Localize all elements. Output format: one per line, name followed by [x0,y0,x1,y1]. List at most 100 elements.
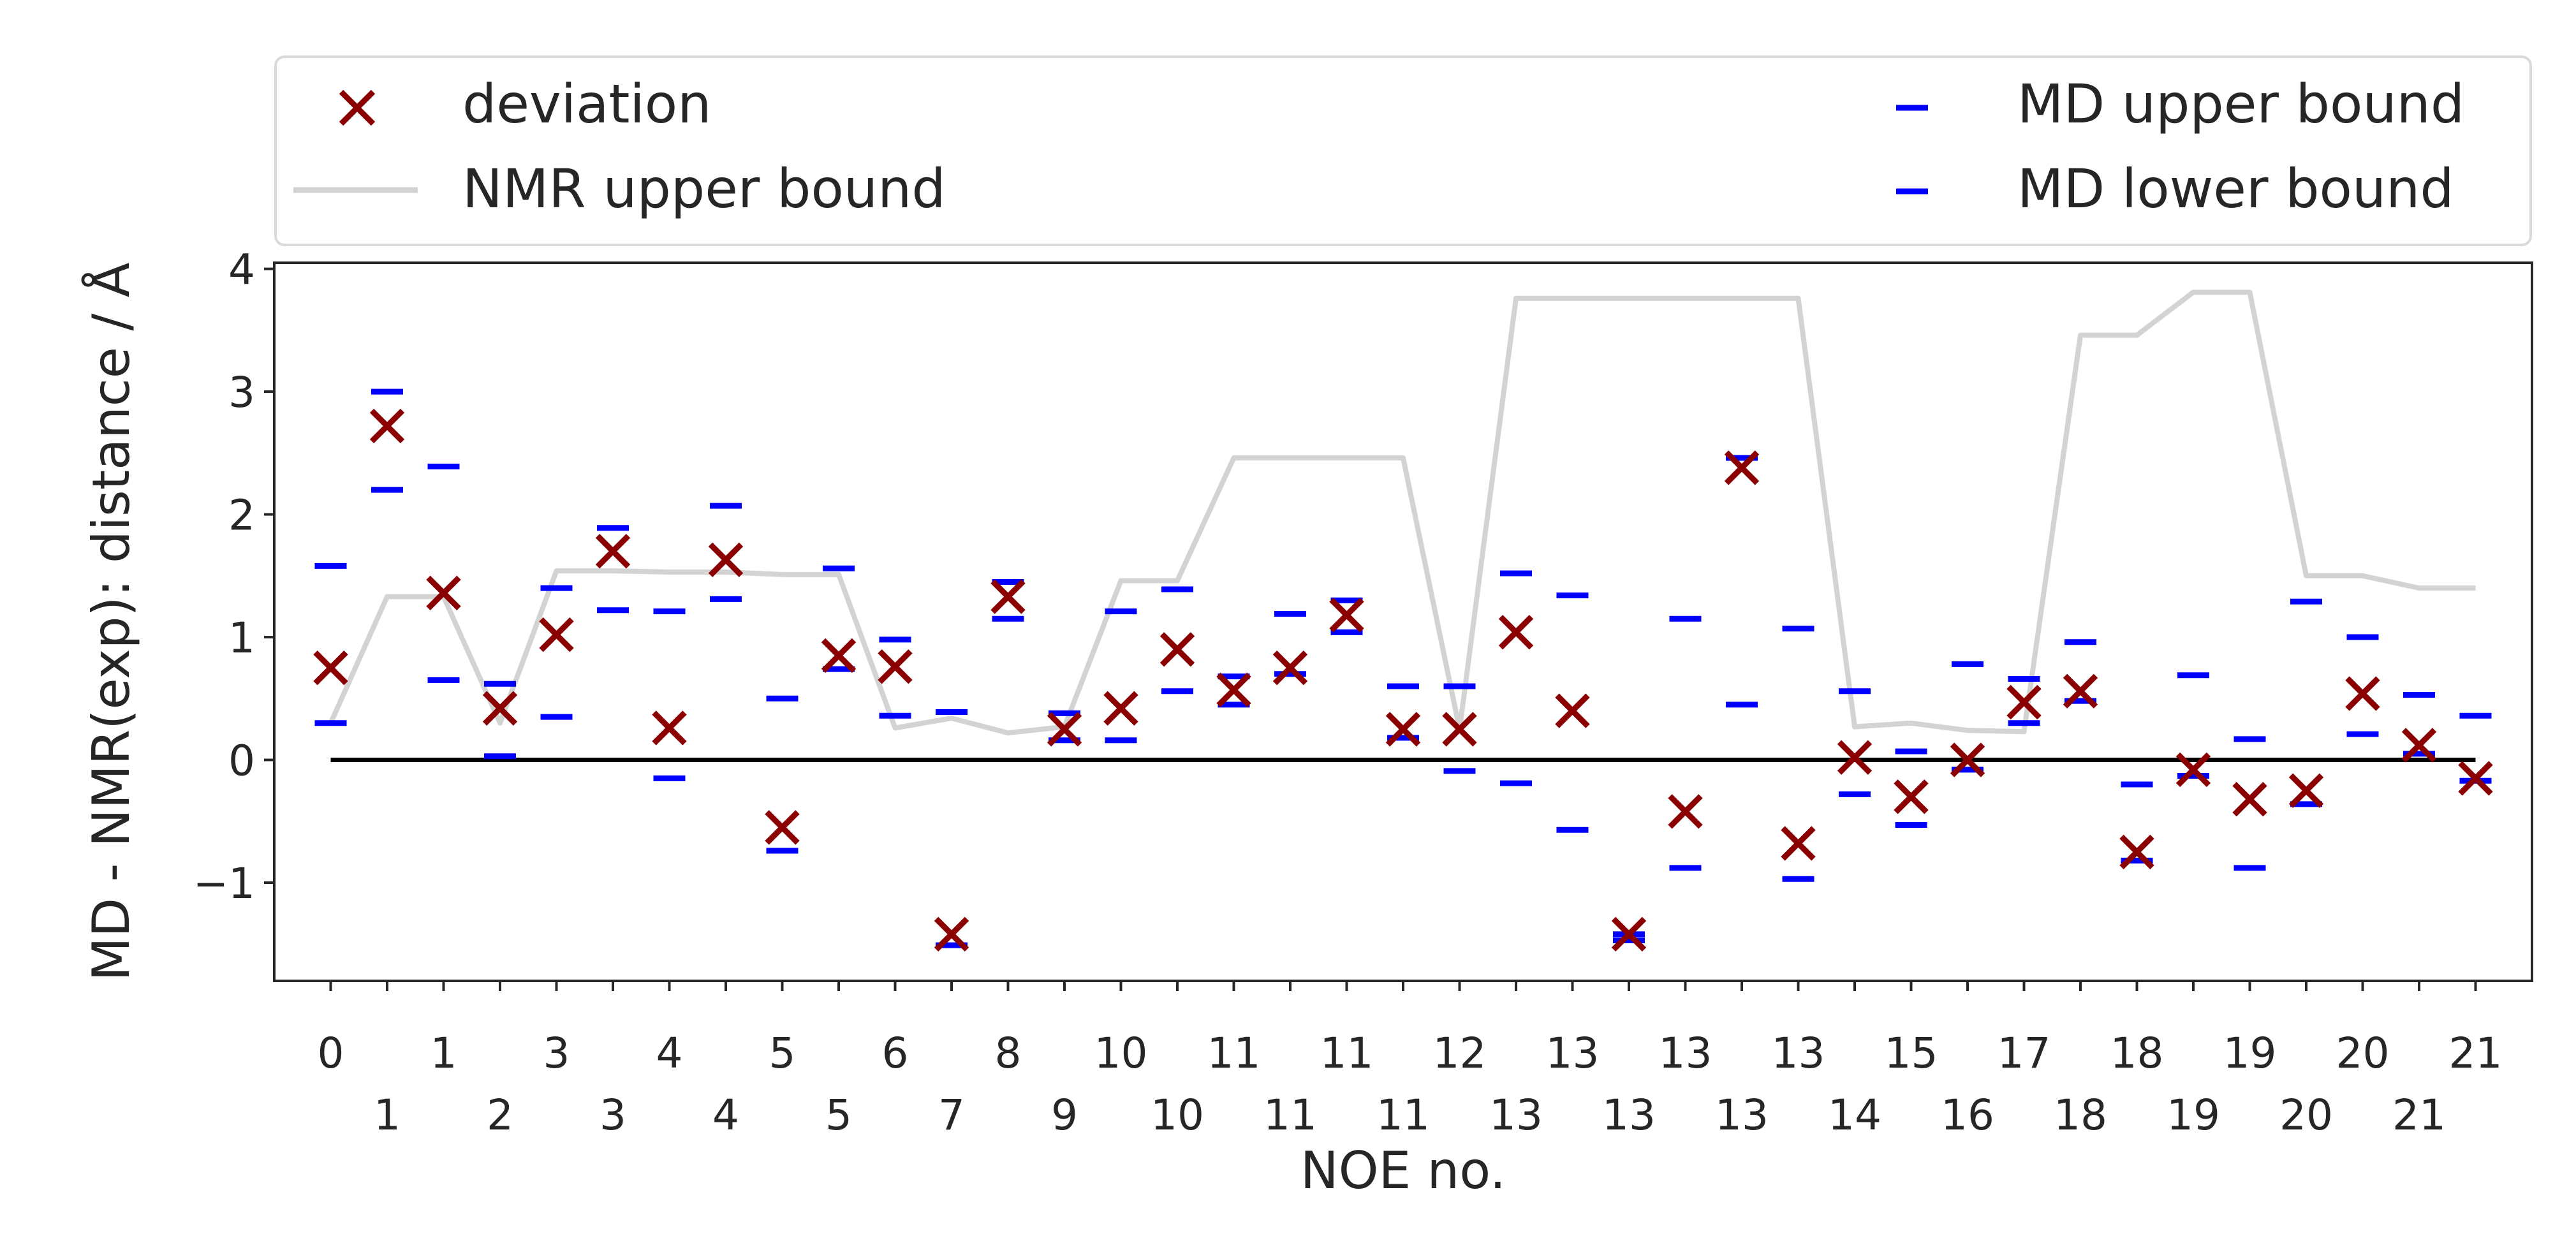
x-tick-label-9: 5 [825,1091,852,1140]
legend-label-md-lower: MD lower bound [2017,158,2454,220]
x-tick-label-21: 13 [1489,1091,1543,1140]
x-tick-label-7: 4 [712,1091,739,1140]
deviation-marker-stroke-b [1781,826,1816,861]
deviation-marker-stroke-b [1159,632,1195,667]
deviation-marker-23 [1611,916,1647,952]
deviation-marker-stroke-b [1329,598,1364,633]
deviation-marker-25 [1724,450,1760,485]
deviation-marker-stroke-b [2119,834,2154,870]
deviation-marker-34 [2232,781,2267,817]
x-tick-label-15: 10 [1151,1091,1204,1140]
deviation-marker-stroke-b [765,810,800,845]
deviation-marker-stroke-b [2232,781,2267,817]
legend-label-md-upper: MD upper bound [2017,73,2464,135]
deviation-marker-stroke-b [1894,779,1929,814]
deviation-marker-18 [1329,598,1364,633]
x-tick-label-16: 11 [1207,1029,1261,1078]
deviation-marker-stroke-b [1611,916,1647,952]
x-tick-label-3: 2 [487,1091,513,1140]
nmr-upper-bound-line [328,290,2476,736]
y-tick-label-3: 2 [228,491,255,540]
y-tick-label-1: 0 [228,737,255,786]
deviation-marker-stroke-b [1216,672,1251,708]
deviation-marker-35 [2288,773,2324,808]
x-tick-label-24: 13 [1659,1029,1712,1078]
x-tick-label-5: 3 [600,1091,626,1140]
x-tick-label-4: 3 [543,1029,570,1078]
x-tick-label-27: 14 [1828,1091,1881,1140]
deviation-marker-30 [2006,684,2042,720]
deviation-marker-26 [1781,826,1816,861]
legend-marker-deviation [339,89,376,126]
x-tick-label-18: 11 [1320,1029,1374,1078]
deviation-marker-stroke-b [821,638,857,673]
deviation-marker-15 [1159,632,1195,667]
x-tick-label-36: 20 [2336,1029,2390,1078]
deviation-marker-17 [1272,650,1308,686]
deviation-marker-stroke-b [1047,712,1082,747]
x-tick-label-37: 21 [2392,1091,2446,1140]
legend-label-nmr-upper: NMR upper bound [462,158,946,220]
x-tick-label-35: 20 [2279,1091,2333,1140]
deviation-marker-stroke-b [1668,794,1703,829]
deviation-marker-stroke-b [426,575,461,610]
deviation-marker-36 [2345,676,2380,711]
x-tick-label-2: 1 [431,1029,457,1078]
deviation-marker-stroke-b [313,650,348,686]
y-tick-label-2: 1 [228,614,255,663]
deviation-marker-stroke-b [2175,752,2211,788]
deviation-marker-11 [934,916,969,952]
y-axis: −1 0 1 2 3 4 [193,246,274,908]
x-tick-label-29: 16 [1941,1091,1994,1140]
deviation-marker-stroke-b [2006,684,2042,720]
y-axis-title: MD - NMR(exp): distance / Å [81,262,141,981]
deviation-marker-stroke-b [1385,712,1421,747]
legend-label-deviation: deviation [462,73,711,135]
deviation-marker-stroke-b [369,408,405,444]
x-tick-label-38: 21 [2449,1029,2503,1078]
x-axis: 0112334455678910101111111112131313131313… [318,981,2503,1140]
x-tick-label-28: 15 [1885,1029,1938,1078]
deviation-marker-22 [1555,693,1590,728]
deviation-marker-6 [652,710,687,746]
x-tick-label-0: 0 [318,1029,344,1078]
x-tick-label-19: 11 [1376,1091,1430,1140]
x-tick-label-31: 18 [2054,1091,2107,1140]
deviation-marker-16 [1216,672,1251,708]
y-tick-label-4: 3 [228,368,255,417]
x-tick-label-10: 6 [882,1029,909,1078]
deviation-marker-13 [1047,712,1082,747]
series-layer [313,290,2493,952]
deviation-marker-31 [2063,673,2098,709]
x-tick-label-14: 10 [1094,1029,1148,1078]
deviation-marker-stroke-b [1498,615,1534,650]
deviation-marker-12 [990,579,1026,614]
deviation-marker-stroke-b [990,579,1026,614]
x-tick-label-26: 13 [1772,1029,1825,1078]
deviation-marker-stroke-b [539,617,574,652]
x-tick-label-20: 12 [1433,1029,1487,1078]
deviation-marker-stroke-b [2288,773,2324,808]
deviation-marker-stroke-b [652,710,687,746]
x-tick-label-25: 13 [1715,1091,1769,1140]
deviation-marker-stroke-b [708,542,744,577]
deviation-marker-stroke-b [1837,740,1873,775]
deviation-marker-stroke-b [595,534,631,569]
deviation-marker-37 [2401,728,2437,763]
plot-background [274,263,2532,981]
y-tick-label-0: −1 [193,859,255,908]
deviation-marker-4 [539,617,574,652]
x-tick-label-8: 5 [769,1029,796,1078]
x-tick-label-6: 4 [656,1029,683,1078]
deviation-marker-20 [1442,712,1477,747]
deviation-marker-stroke-b [878,649,913,684]
x-tick-label-23: 13 [1602,1091,1656,1140]
deviation-marker-19 [1385,712,1421,747]
deviation-marker-24 [1668,794,1703,829]
x-tick-label-12: 8 [995,1029,1022,1078]
x-tick-label-1: 1 [374,1091,401,1140]
deviation-marker-stroke-b [1724,450,1760,485]
deviation-marker-1 [369,408,405,444]
legend: deviation NMR upper bound MD upper bound… [274,55,2532,246]
